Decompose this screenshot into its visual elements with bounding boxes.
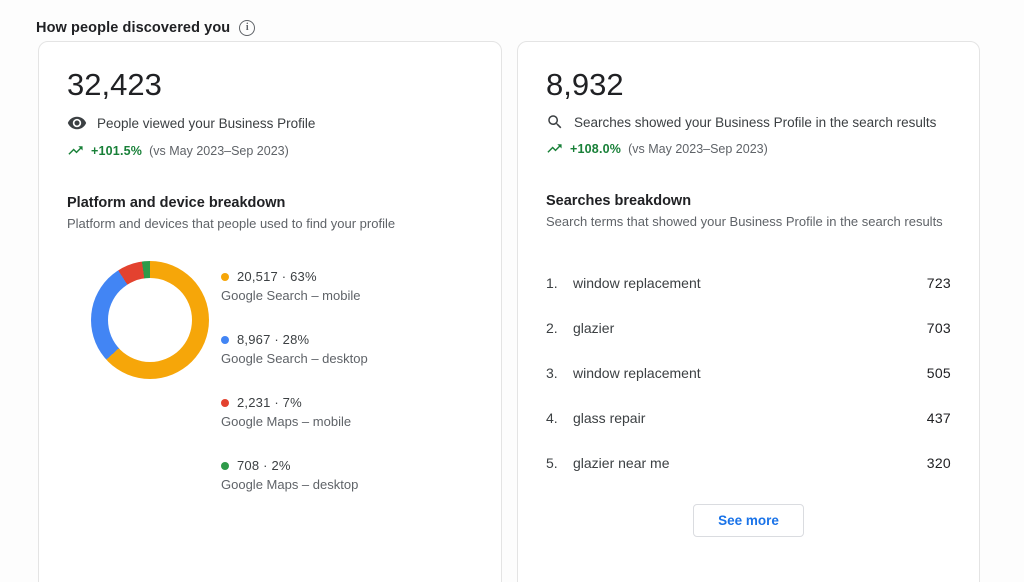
search-term-row: 5. glazier near me 320 xyxy=(546,455,951,471)
legend-label: Google Maps – mobile xyxy=(221,414,352,430)
legend-dot xyxy=(221,335,229,344)
searches-trend-value: +108.0% xyxy=(570,141,622,156)
trending-up-icon xyxy=(547,144,562,153)
see-more-wrap: See more xyxy=(546,504,951,538)
term-rank: 1. xyxy=(546,275,558,292)
info-icon[interactable]: i xyxy=(239,19,256,36)
views-total: 32,423 xyxy=(67,67,162,102)
legend-value: 20,517 · 63% xyxy=(237,269,317,285)
platform-breakdown-title: Platform and device breakdown xyxy=(67,195,286,212)
search-term-row: 1. window replacement 723 xyxy=(546,275,951,291)
searches-total: 8,932 xyxy=(546,67,624,102)
platform-chart-row: 20,517 · 63% Google Search – mobile 8,96… xyxy=(67,261,473,521)
legend-label: Google Search – mobile xyxy=(221,288,361,304)
search-term-row: 2. glazier 703 xyxy=(546,320,951,336)
search-terms-list: 1. window replacement 723 2. glazier 703… xyxy=(546,275,951,471)
legend-dot xyxy=(221,461,229,470)
platform-legend: 20,517 · 63% Google Search – mobile 8,96… xyxy=(221,261,368,521)
legend-label: Google Search – desktop xyxy=(221,351,368,367)
searches-card: 8,932 Searches showed your Business Prof… xyxy=(517,41,980,582)
searches-breakdown-subtitle: Search terms that showed your Business P… xyxy=(546,214,943,230)
term-count: 723 xyxy=(926,275,951,292)
searches-breakdown-title: Searches breakdown xyxy=(546,193,692,210)
views-metric-row: People viewed your Business Profile xyxy=(67,113,473,133)
views-trend-row: +101.5% (vs May 2023–Sep 2023) xyxy=(67,142,473,159)
platform-donut-chart xyxy=(91,261,209,380)
legend-label: Google Maps – desktop xyxy=(221,477,359,493)
term-text: glazier xyxy=(573,320,615,337)
legend-value: 8,967 · 28% xyxy=(237,332,310,348)
legend-value: 708 · 2% xyxy=(237,458,291,474)
searches-trend-compare: (vs May 2023–Sep 2023) xyxy=(628,141,768,156)
views-metric-label: People viewed your Business Profile xyxy=(97,115,316,131)
term-rank: 2. xyxy=(546,320,558,337)
views-card: 32,423 People viewed your Business Profi… xyxy=(38,41,502,582)
term-count: 505 xyxy=(926,365,951,382)
term-rank: 3. xyxy=(546,365,558,382)
search-term-row: 4. glass repair 437 xyxy=(546,410,951,426)
views-trend-value: +101.5% xyxy=(91,143,143,158)
legend-dot xyxy=(221,272,229,281)
see-more-button[interactable]: See more xyxy=(693,504,804,538)
term-rank: 5. xyxy=(546,455,558,472)
searches-metric-row: Searches showed your Business Profile in… xyxy=(546,113,951,131)
term-text: glazier near me xyxy=(573,455,670,472)
eye-icon xyxy=(67,116,87,130)
search-icon xyxy=(548,115,562,129)
legend-dot xyxy=(221,398,229,407)
legend-item-search-desktop: 8,967 · 28% Google Search – desktop xyxy=(221,332,368,366)
cards-container: 32,423 People viewed your Business Profi… xyxy=(0,41,1024,582)
trending-up-icon xyxy=(68,146,83,155)
page-title: How people discovered you xyxy=(36,19,231,36)
search-term-row: 3. window replacement 505 xyxy=(546,365,951,381)
term-count: 320 xyxy=(926,455,951,472)
term-text: window replacement xyxy=(573,275,701,292)
legend-item-maps-mobile: 2,231 · 7% Google Maps – mobile xyxy=(221,395,368,429)
term-text: window replacement xyxy=(573,365,701,382)
legend-item-search-mobile: 20,517 · 63% Google Search – mobile xyxy=(221,269,368,303)
page-header: How people discovered you i xyxy=(0,0,1024,41)
term-count: 703 xyxy=(926,320,951,337)
views-trend-compare: (vs May 2023–Sep 2023) xyxy=(149,143,289,158)
donut-hole xyxy=(108,278,192,363)
term-text: glass repair xyxy=(573,410,646,427)
term-count: 437 xyxy=(926,410,951,427)
platform-breakdown-subtitle: Platform and devices that people used to… xyxy=(67,216,396,232)
legend-value: 2,231 · 7% xyxy=(237,395,302,411)
legend-item-maps-desktop: 708 · 2% Google Maps – desktop xyxy=(221,458,368,492)
searches-metric-label: Searches showed your Business Profile in… xyxy=(574,114,937,130)
term-rank: 4. xyxy=(546,410,558,427)
searches-trend-row: +108.0% (vs May 2023–Sep 2023) xyxy=(546,140,951,157)
